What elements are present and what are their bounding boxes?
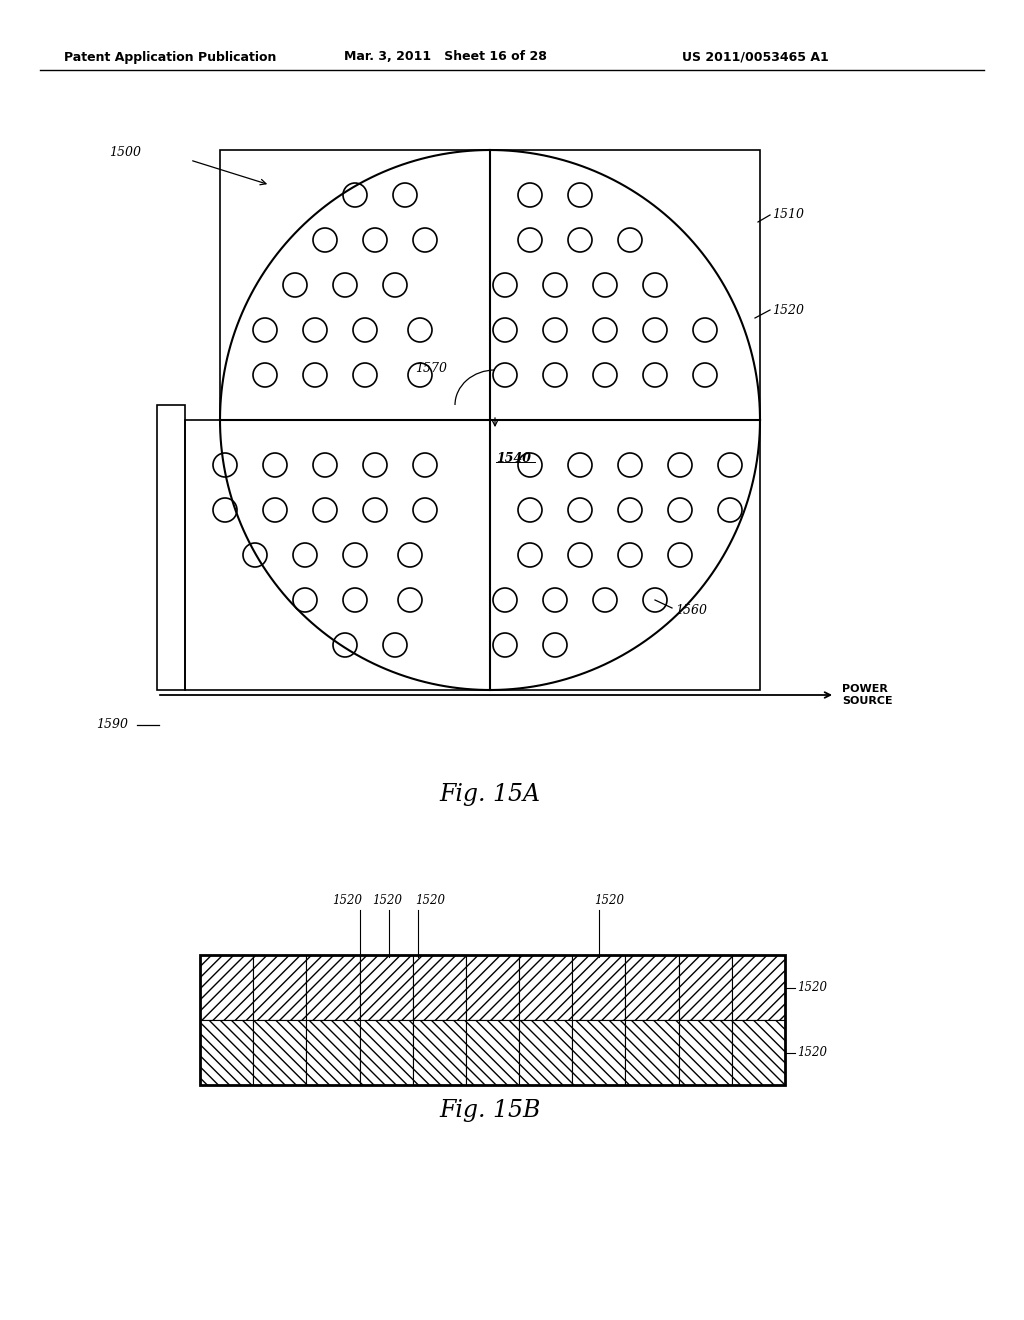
Text: 1520: 1520	[797, 981, 827, 994]
Text: 1520: 1520	[333, 894, 362, 907]
Bar	[200, 1020, 253, 1085]
Text: 1510: 1510	[772, 209, 804, 222]
Text: Mar. 3, 2011   Sheet 16 of 28: Mar. 3, 2011 Sheet 16 of 28	[344, 50, 547, 63]
Bar	[626, 954, 679, 1020]
Bar	[572, 954, 626, 1020]
Bar	[490, 150, 760, 420]
Bar	[732, 1020, 785, 1085]
Bar	[626, 1020, 679, 1085]
Bar	[306, 1020, 359, 1085]
Text: 1560: 1560	[675, 603, 707, 616]
Bar	[200, 954, 785, 1085]
Bar	[253, 954, 306, 1020]
Bar	[466, 1020, 519, 1085]
Text: 1570: 1570	[415, 362, 447, 375]
Bar	[359, 1020, 413, 1085]
Bar	[200, 954, 253, 1020]
Text: Fig. 15B: Fig. 15B	[439, 1098, 541, 1122]
Text: POWER
SOURCE: POWER SOURCE	[842, 684, 893, 706]
Bar	[220, 150, 490, 420]
Text: 1520: 1520	[797, 1045, 827, 1059]
Text: 1520: 1520	[594, 894, 624, 907]
Bar	[679, 954, 732, 1020]
Bar	[359, 954, 413, 1020]
Bar	[306, 954, 359, 1020]
Bar	[732, 954, 785, 1020]
Text: US 2011/0053465 A1: US 2011/0053465 A1	[682, 50, 828, 63]
Bar	[490, 420, 760, 690]
Text: Fig. 15A: Fig. 15A	[439, 784, 541, 807]
Text: 1540: 1540	[496, 451, 531, 465]
Bar	[157, 405, 185, 690]
Text: 1520: 1520	[415, 894, 445, 907]
Bar	[253, 1020, 306, 1085]
Bar	[679, 1020, 732, 1085]
Text: Patent Application Publication: Patent Application Publication	[63, 50, 276, 63]
Bar	[413, 954, 466, 1020]
Text: 1520: 1520	[772, 304, 804, 317]
Text: 1500: 1500	[109, 147, 141, 160]
Bar	[466, 954, 519, 1020]
Bar	[519, 954, 572, 1020]
Text: 1520: 1520	[372, 894, 401, 907]
Bar	[413, 1020, 466, 1085]
Bar	[519, 1020, 572, 1085]
Text: 1590: 1590	[96, 718, 128, 731]
Bar	[572, 1020, 626, 1085]
Bar	[185, 420, 490, 690]
